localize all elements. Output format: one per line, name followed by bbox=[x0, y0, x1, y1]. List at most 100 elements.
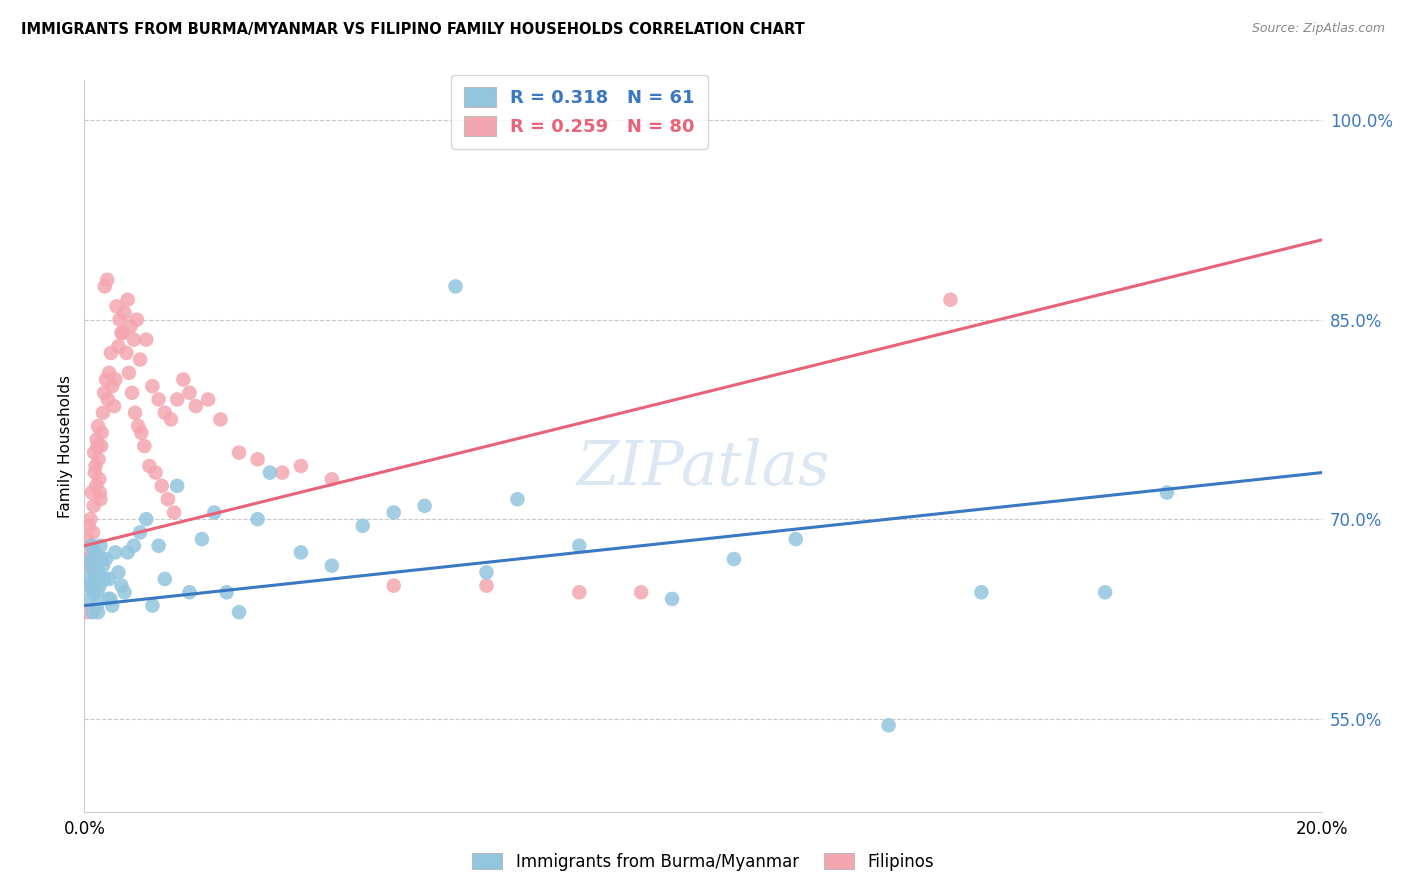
Point bbox=[89, 539, 111, 553]
Point bbox=[79, 512, 101, 526]
Point bbox=[90, 439, 112, 453]
Point bbox=[141, 599, 163, 613]
Point bbox=[110, 579, 132, 593]
Point bbox=[80, 539, 103, 553]
Point bbox=[246, 452, 269, 467]
Point bbox=[246, 512, 269, 526]
Point bbox=[568, 539, 591, 553]
Point bbox=[120, 319, 142, 334]
Point bbox=[86, 585, 108, 599]
Point bbox=[86, 433, 108, 447]
Point bbox=[77, 552, 100, 566]
Point bbox=[352, 518, 374, 533]
Point bbox=[104, 545, 127, 559]
Point bbox=[89, 472, 111, 486]
Point bbox=[156, 492, 179, 507]
Point bbox=[506, 492, 529, 507]
Point bbox=[82, 545, 104, 559]
Point bbox=[135, 512, 157, 526]
Point bbox=[382, 579, 405, 593]
Point bbox=[321, 558, 343, 573]
Point bbox=[115, 346, 138, 360]
Point bbox=[83, 445, 105, 459]
Point bbox=[475, 566, 498, 580]
Point bbox=[114, 306, 136, 320]
Point bbox=[94, 552, 117, 566]
Text: ZIPatlas: ZIPatlas bbox=[576, 438, 830, 498]
Point bbox=[166, 479, 188, 493]
Point bbox=[83, 585, 105, 599]
Point bbox=[118, 366, 141, 380]
Point bbox=[84, 458, 107, 473]
Point bbox=[121, 385, 143, 400]
Point bbox=[166, 392, 188, 407]
Point bbox=[785, 532, 807, 546]
Point bbox=[91, 558, 114, 573]
Text: Source: ZipAtlas.com: Source: ZipAtlas.com bbox=[1251, 22, 1385, 36]
Point bbox=[630, 585, 652, 599]
Point bbox=[79, 558, 101, 573]
Point bbox=[77, 518, 100, 533]
Point bbox=[93, 385, 115, 400]
Point bbox=[129, 525, 152, 540]
Point bbox=[148, 539, 170, 553]
Point bbox=[1094, 585, 1116, 599]
Point bbox=[107, 339, 129, 353]
Point bbox=[271, 466, 294, 480]
Point bbox=[475, 579, 498, 593]
Point bbox=[98, 366, 121, 380]
Point bbox=[877, 718, 900, 732]
Point bbox=[97, 591, 120, 606]
Point bbox=[96, 273, 118, 287]
Point bbox=[87, 419, 110, 434]
Point bbox=[228, 445, 250, 459]
Point bbox=[1156, 485, 1178, 500]
Point bbox=[94, 279, 117, 293]
Point bbox=[163, 506, 186, 520]
Point bbox=[939, 293, 962, 307]
Point bbox=[138, 458, 160, 473]
Point bbox=[111, 326, 134, 340]
Point bbox=[82, 525, 104, 540]
Legend: R = 0.318   N = 61, R = 0.259   N = 80: R = 0.318 N = 61, R = 0.259 N = 80 bbox=[451, 75, 707, 149]
Point bbox=[84, 479, 107, 493]
Point bbox=[153, 406, 176, 420]
Point bbox=[141, 379, 163, 393]
Point bbox=[80, 552, 103, 566]
Point bbox=[105, 299, 128, 313]
Point bbox=[83, 466, 105, 480]
Point bbox=[101, 599, 124, 613]
Point bbox=[413, 499, 436, 513]
Point bbox=[83, 499, 105, 513]
Point bbox=[117, 545, 139, 559]
Point bbox=[215, 585, 238, 599]
Point bbox=[98, 572, 121, 586]
Point bbox=[89, 492, 111, 507]
Point bbox=[77, 591, 100, 606]
Point bbox=[97, 392, 120, 407]
Point bbox=[150, 479, 173, 493]
Point bbox=[228, 605, 250, 619]
Point bbox=[444, 279, 467, 293]
Point bbox=[145, 466, 167, 480]
Point bbox=[86, 599, 108, 613]
Text: IMMIGRANTS FROM BURMA/MYANMAR VS FILIPINO FAMILY HOUSEHOLDS CORRELATION CHART: IMMIGRANTS FROM BURMA/MYANMAR VS FILIPIN… bbox=[21, 22, 804, 37]
Point bbox=[91, 406, 114, 420]
Point bbox=[184, 399, 207, 413]
Point bbox=[129, 425, 152, 440]
Point bbox=[117, 293, 139, 307]
Point bbox=[80, 485, 103, 500]
Point bbox=[723, 552, 745, 566]
Point bbox=[100, 346, 122, 360]
Point bbox=[179, 585, 201, 599]
Point bbox=[90, 552, 112, 566]
Point bbox=[110, 326, 132, 340]
Point bbox=[103, 399, 125, 413]
Point bbox=[107, 566, 129, 580]
Point bbox=[202, 506, 225, 520]
Point bbox=[104, 372, 127, 386]
Point bbox=[82, 605, 104, 619]
Point bbox=[83, 545, 105, 559]
Point bbox=[80, 539, 103, 553]
Point bbox=[86, 439, 108, 453]
